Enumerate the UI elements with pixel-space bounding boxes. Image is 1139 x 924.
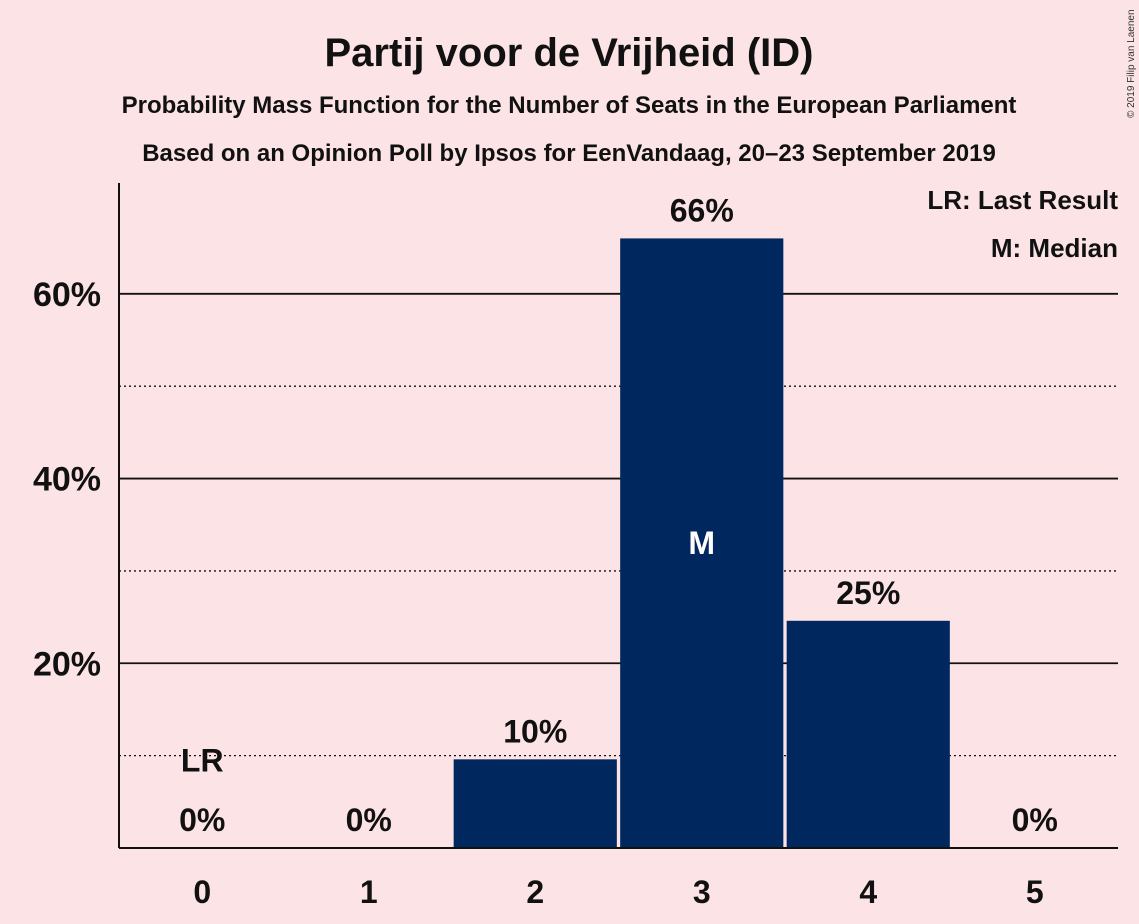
chart-title: Partij voor de Vrijheid (ID) <box>325 31 814 75</box>
gridlines <box>119 292 1118 757</box>
last-result-marker: LR <box>181 743 224 779</box>
data-labels: 0% 0% 10% 66% 25% 0% LR M <box>179 192 1058 838</box>
bar-2 <box>453 759 617 848</box>
legend-median: M: Median <box>991 233 1118 263</box>
x-tick-label-0: 0 <box>193 874 211 910</box>
legend-last-result: LR: Last Result <box>927 185 1118 215</box>
data-label-3: 66% <box>670 192 734 228</box>
y-tick-label-60: 60% <box>33 276 101 314</box>
x-tick-label-3: 3 <box>693 874 711 910</box>
x-tick-label-1: 1 <box>360 874 378 910</box>
bars <box>453 238 950 848</box>
data-label-2: 10% <box>503 713 567 749</box>
data-label-0: 0% <box>179 802 225 838</box>
y-tick-label-20: 20% <box>33 645 101 683</box>
axes: 20% 40% 60% 0 1 2 3 4 5 <box>33 183 1118 910</box>
chart-subtitle-line-2: Based on an Opinion Poll by Ipsos for Ee… <box>142 140 996 167</box>
median-marker: M <box>688 525 715 561</box>
data-label-5: 0% <box>1012 802 1058 838</box>
chart-subtitle-line-1: Probability Mass Function for the Number… <box>122 92 1017 119</box>
data-label-1: 0% <box>346 802 392 838</box>
data-label-4: 25% <box>836 575 900 611</box>
x-tick-label-5: 5 <box>1026 874 1044 910</box>
bar-3 <box>620 238 784 848</box>
x-tick-label-4: 4 <box>859 874 877 910</box>
y-tick-label-40: 40% <box>33 461 101 499</box>
copyright-notice: © 2019 Filip van Laenen <box>1126 9 1137 118</box>
bar-4 <box>786 620 950 848</box>
x-tick-label-2: 2 <box>526 874 544 910</box>
